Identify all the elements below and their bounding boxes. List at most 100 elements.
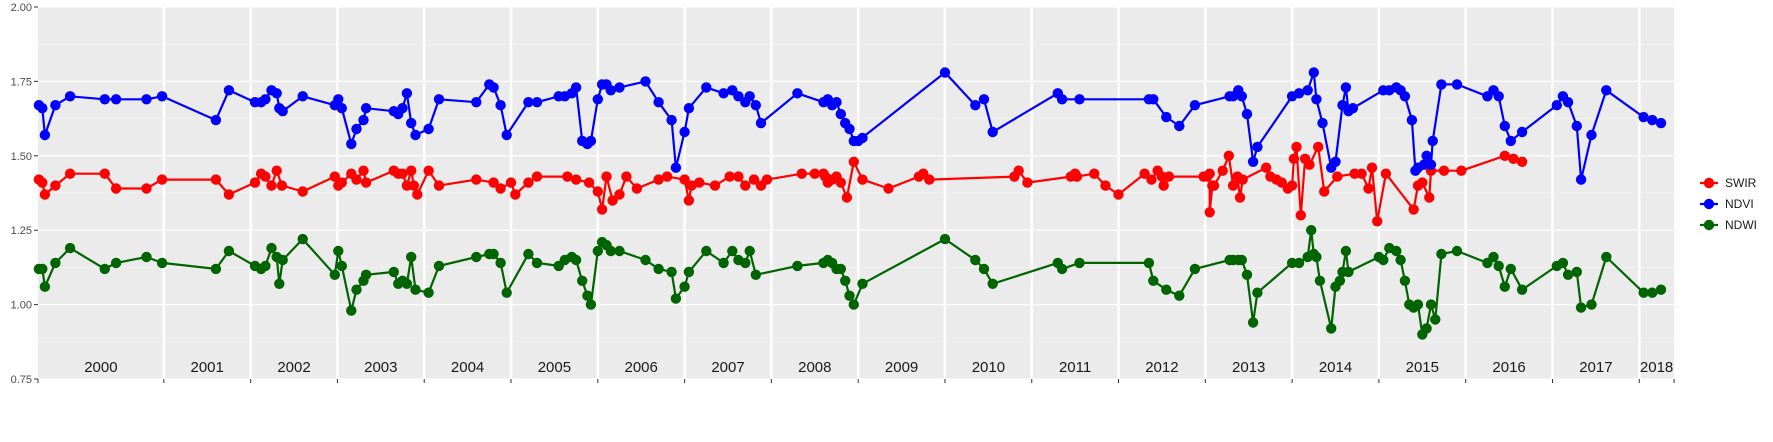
data-point-ndwi: [223, 245, 235, 257]
data-point-ndwi: [423, 287, 434, 298]
data-point-ndwi: [1293, 257, 1305, 269]
data-point-ndvi: [792, 88, 803, 99]
y-tick-label: 1.25: [11, 225, 32, 237]
data-point-swir: [471, 174, 482, 185]
y-axis: 0.75 1.00 1.25 1.50 1.75 2.00: [11, 2, 38, 386]
data-point-ndvi: [670, 162, 682, 173]
data-point-ndvi: [1056, 94, 1068, 105]
data-point-ndvi: [410, 129, 421, 141]
data-point-swir: [562, 171, 573, 182]
data-point-ndvi: [1436, 79, 1447, 90]
data-point-ndvi: [523, 97, 534, 108]
data-point-ndwi: [1421, 323, 1432, 334]
data-point-swir: [64, 168, 76, 179]
data-point-ndvi: [1241, 108, 1253, 120]
data-point-swir: [631, 183, 643, 194]
data-point-ndvi: [1074, 94, 1085, 105]
data-point-swir: [1163, 171, 1175, 182]
data-point-swir: [156, 174, 168, 185]
legend-key-point: [1703, 198, 1715, 210]
data-point-ndwi: [531, 257, 543, 269]
data-point-ndvi: [401, 88, 413, 99]
data-point-swir: [761, 174, 773, 185]
data-point-swir: [1295, 210, 1307, 221]
data-point-ndwi: [1148, 275, 1159, 286]
data-point-swir: [1291, 141, 1302, 153]
data-point-swir: [1223, 150, 1235, 161]
data-point-ndvi: [1551, 100, 1563, 111]
data-point-ndvi: [1148, 94, 1159, 105]
data-point-swir: [531, 171, 543, 182]
data-point-ndvi: [1189, 100, 1201, 111]
data-point-ndvi: [406, 117, 417, 129]
data-point-swir: [733, 171, 744, 182]
data-point-ndvi: [495, 100, 506, 111]
data-point-ndvi: [433, 94, 445, 105]
data-point-ndwi: [401, 278, 413, 289]
data-point-ndwi: [1391, 245, 1402, 257]
data-point-ndwi: [857, 278, 868, 289]
data-point-ndwi: [1499, 281, 1511, 292]
data-point-ndvi: [1562, 97, 1574, 108]
data-point-swir: [210, 174, 222, 185]
data-point-swir: [1013, 165, 1024, 176]
data-point-swir: [37, 177, 48, 188]
data-point-swir: [748, 174, 760, 185]
data-point-swir: [1237, 174, 1248, 185]
data-point-swir: [260, 171, 271, 182]
data-point-swir: [1022, 177, 1033, 188]
data-point-ndwi: [99, 263, 111, 275]
data-point-ndvi: [585, 135, 597, 147]
data-point-ndwi: [1252, 287, 1263, 298]
data-point-ndvi: [614, 82, 625, 93]
data-point-ndwi: [792, 260, 803, 272]
data-point-swir: [1366, 162, 1378, 173]
data-point-ndwi: [679, 281, 690, 292]
year-label: 2016: [1492, 359, 1525, 376]
data-point-swir: [495, 183, 506, 194]
data-point-swir: [39, 189, 51, 200]
data-point-ndvi: [750, 100, 761, 111]
data-point-ndwi: [1395, 254, 1406, 266]
data-point-ndwi: [1575, 302, 1587, 313]
data-point-ndwi: [1562, 269, 1574, 280]
data-point-swir: [1356, 168, 1367, 179]
data-point-swir: [358, 165, 369, 176]
data-point-ndvi: [1174, 120, 1185, 132]
data-point-swir: [924, 174, 935, 185]
data-point-ndwi: [1399, 275, 1411, 286]
data-point-ndvi: [110, 94, 122, 105]
data-point-ndwi: [360, 269, 372, 280]
data-point-ndvi: [835, 108, 846, 120]
data-point-ndvi: [653, 97, 664, 108]
data-point-ndvi: [260, 94, 271, 105]
data-point-ndvi: [1406, 114, 1418, 126]
data-point-swir: [1304, 159, 1315, 170]
data-point-ndvi: [1425, 159, 1437, 170]
data-point-swir: [1234, 192, 1246, 203]
data-point-ndwi: [1174, 290, 1185, 301]
data-point-swir: [1438, 165, 1450, 176]
data-point-swir: [1508, 153, 1519, 164]
data-point-swir: [1089, 168, 1100, 179]
data-point-ndwi: [406, 251, 417, 263]
data-point-ndwi: [1638, 287, 1649, 298]
data-point-ndvi: [701, 82, 712, 93]
data-point-ndwi: [1241, 269, 1253, 280]
y-tick-label: 0.75: [11, 374, 32, 386]
data-point-swir: [433, 180, 445, 191]
y-tick-label: 1.00: [11, 300, 32, 312]
data-point-ndvi: [1655, 117, 1667, 129]
data-point-ndvi: [1399, 91, 1411, 102]
data-point-ndwi: [1601, 251, 1612, 263]
data-point-ndvi: [156, 91, 168, 102]
data-point-swir: [809, 168, 820, 179]
year-label: 2005: [538, 359, 571, 376]
data-point-ndwi: [471, 251, 482, 263]
year-label: 2017: [1579, 359, 1612, 376]
data-point-swir: [1319, 186, 1330, 197]
data-point-ndvi: [501, 129, 512, 141]
data-point-swir: [621, 171, 632, 182]
data-point-ndvi: [683, 103, 695, 114]
